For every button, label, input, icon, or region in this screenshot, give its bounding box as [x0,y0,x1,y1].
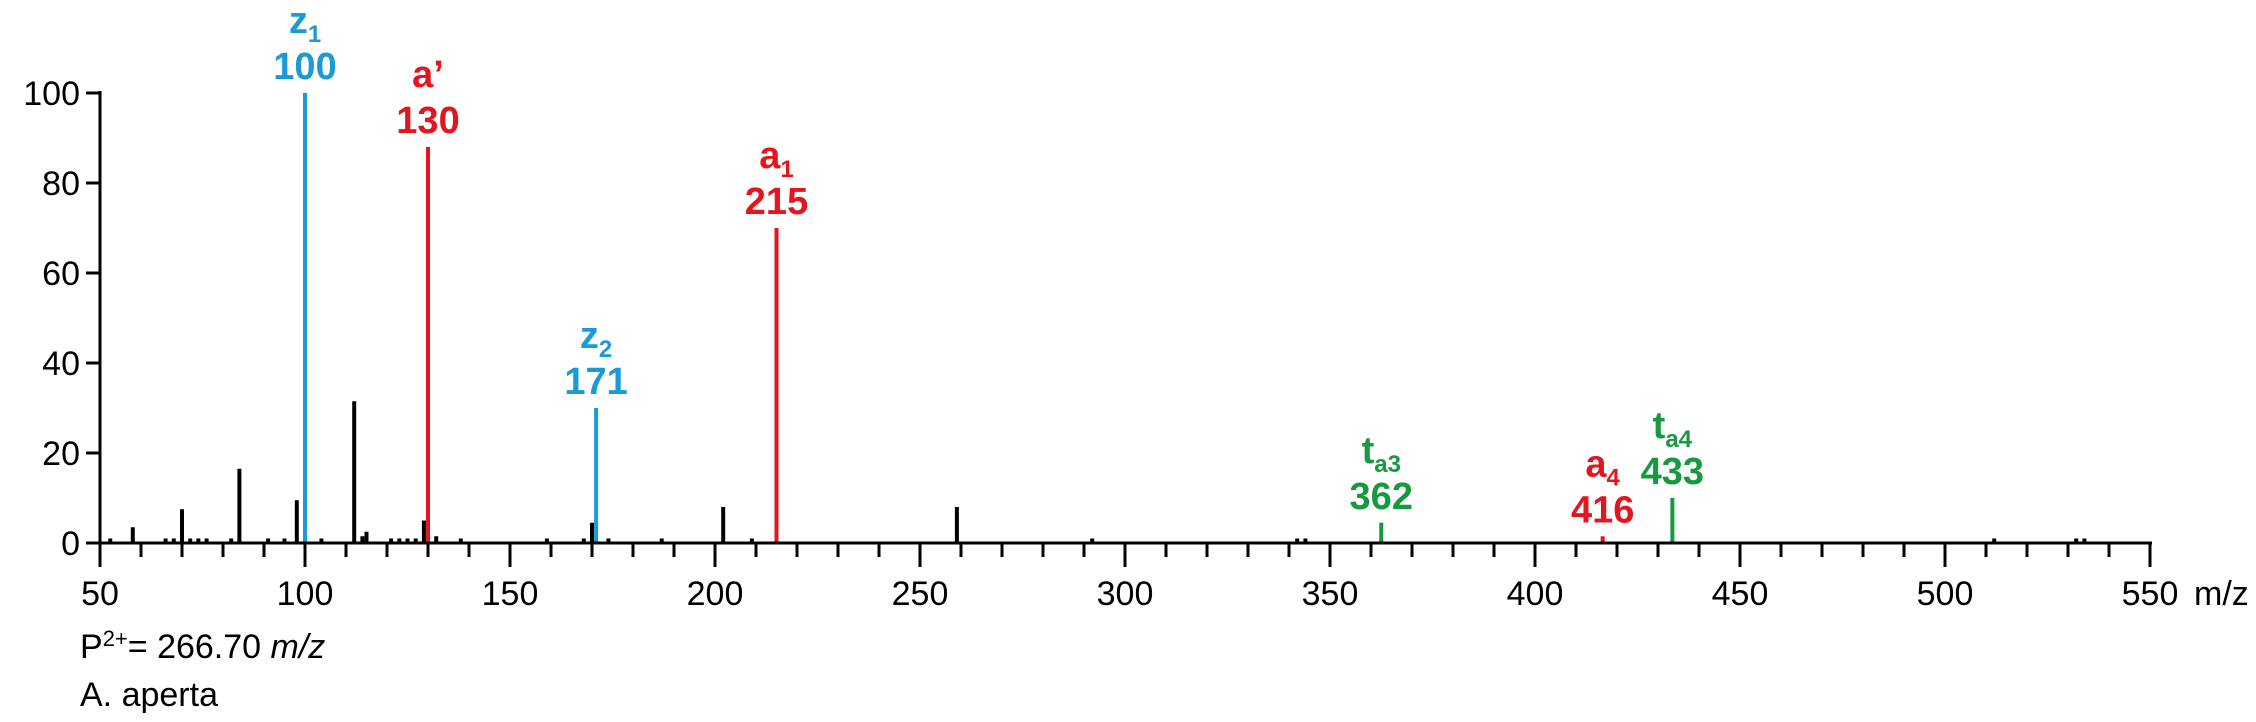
x-tick-label: 400 [1507,575,1564,613]
peak-ion-label: ta4 [1653,405,1693,453]
species-caption: A. aperta [80,676,218,714]
peak-ion-label: ta3 [1362,430,1401,478]
x-tick-label: 150 [482,575,539,613]
x-tick-label: 300 [1097,575,1154,613]
y-tick-label: 40 [42,345,80,383]
peak-ion-label: a’ [412,54,444,96]
precursor-unit: m/z [270,628,326,666]
y-tick-label: 100 [23,75,80,113]
y-tick-label: 60 [42,255,80,293]
peak-mz-label: 171 [564,361,627,403]
peak-mz-label: 130 [396,100,459,142]
chart-axes: 0 20 40 60 80 100 50 100 150 200 250 300 350 400 450 50… [23,75,2249,613]
x-axis-unit-label: m/z [2194,575,2249,613]
x-tick-label: 550 [2122,575,2179,613]
precursor-prefix: P [80,628,103,666]
peak-mz-label: 100 [273,46,336,88]
y-tick-label: 80 [42,165,80,203]
precursor-caption: P2+= 266.70 m/z [80,626,326,667]
precursor-value: = 266.70 [127,628,271,666]
peak-mz-label: 416 [1571,489,1634,531]
x-tick-label: 450 [1712,575,1769,613]
precursor-charge: 2+ [102,626,128,651]
peak-ion-label: a4 [1585,443,1620,491]
peak-mz-label: 362 [1350,476,1413,518]
x-tick-label: 250 [892,575,949,613]
x-tick-label: 350 [1302,575,1359,613]
peak-ion-label: z1 [289,0,321,48]
y-tick-label: 20 [42,435,80,473]
peak-mz-label: 433 [1641,451,1704,493]
x-tick-label: 50 [81,575,119,613]
spectrum-peaks [108,93,2087,543]
x-tick-label: 500 [1917,575,1974,613]
peak-ion-label: a1 [759,135,794,183]
y-tick-label: 0 [61,525,80,563]
peak-mz-label: 215 [745,181,808,223]
peak-ion-label: z2 [580,315,612,363]
x-tick-label: 200 [687,575,744,613]
x-tick-label: 100 [277,575,334,613]
